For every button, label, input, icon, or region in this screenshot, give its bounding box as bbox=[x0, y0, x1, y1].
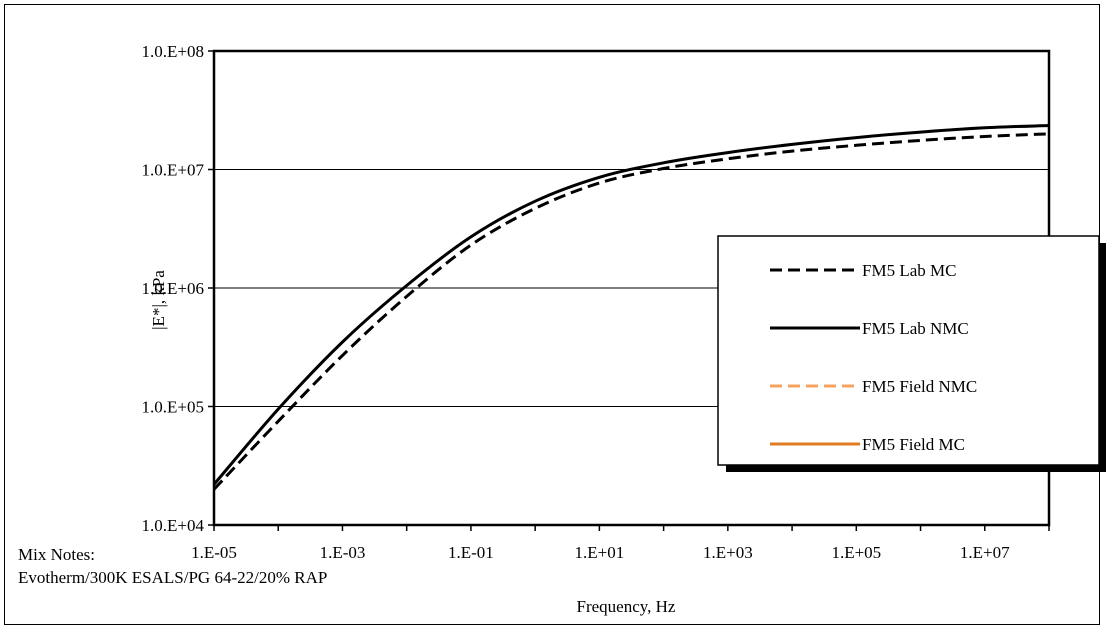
legend: FM5 Lab MC FM5 Lab NMC FM5 Field NMC FM5 Fi… bbox=[717, 235, 1106, 472]
x-tick-label: 1.E-03 bbox=[320, 543, 366, 562]
x-tick-label: 1.E-01 bbox=[448, 543, 494, 562]
x-axis: 1.E-05 1.E-03 1.E-01 1.E+01 1.E+03 1.E+05 1.E+… bbox=[191, 525, 1050, 562]
plot-series bbox=[212, 124, 1050, 491]
y-tick-label: 1.0.E+05 bbox=[142, 398, 204, 417]
series-line-2 bbox=[212, 124, 1050, 486]
x-axis-title: Frequency, Hz bbox=[577, 597, 676, 616]
legend-label-1: FM5 Lab MC bbox=[862, 261, 956, 280]
x-tick-label: 1.E+05 bbox=[831, 543, 881, 562]
y-axis-title: |E*|, kPa bbox=[149, 270, 168, 330]
x-tick-label: 1.E-05 bbox=[191, 543, 237, 562]
y-axis: 1.0.E+04 1.0.E+05 1.0.E+06 1.0.E+07 1.0.E+08 bbox=[142, 42, 214, 535]
x-tick-label: 1.E+03 bbox=[703, 543, 753, 562]
y-tick-label: 1.0.E+04 bbox=[142, 516, 205, 535]
series-line-1 bbox=[212, 132, 1050, 491]
y-tick-label: 1.0.E+07 bbox=[142, 161, 205, 180]
legend-label-2: FM5 Lab NMC bbox=[862, 319, 969, 338]
x-tick-label: 1.E+01 bbox=[575, 543, 625, 562]
y-tick-label: 1.0.E+08 bbox=[142, 42, 204, 61]
mix-notes-title: Mix Notes: bbox=[18, 545, 95, 564]
legend-label-3: FM5 Field NMC bbox=[862, 377, 977, 396]
legend-box bbox=[717, 235, 1100, 466]
legend-label-4: FM5 Field MC bbox=[862, 435, 965, 454]
y-tick-label: 1.0.E+06 bbox=[142, 279, 204, 298]
mix-notes-text: Evotherm/300K ESALS/PG 64-22/20% RAP bbox=[18, 568, 328, 587]
x-tick-label: 1.E+07 bbox=[960, 543, 1010, 562]
